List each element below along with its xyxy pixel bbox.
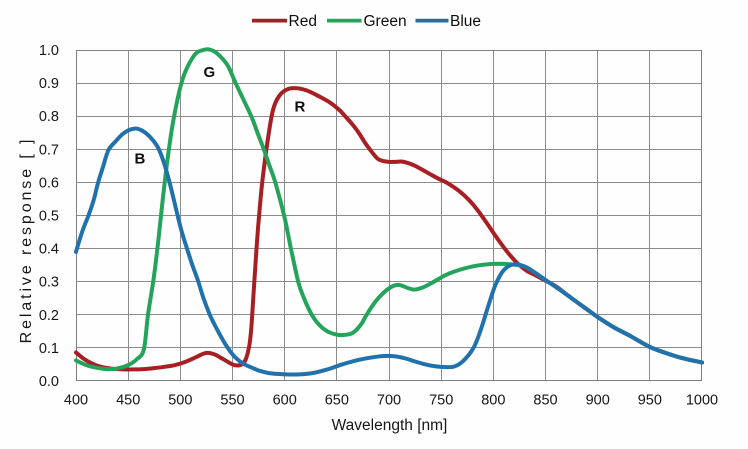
svg-text:800: 800 (481, 393, 505, 409)
svg-text:0.1: 0.1 (39, 341, 59, 357)
svg-text:450: 450 (116, 393, 140, 409)
svg-text:Wavelength [nm]: Wavelength [nm] (332, 417, 448, 434)
svg-text:950: 950 (638, 393, 662, 409)
svg-text:600: 600 (273, 393, 297, 409)
svg-text:550: 550 (220, 393, 244, 409)
svg-text:0.9: 0.9 (39, 76, 59, 92)
svg-text:900: 900 (586, 393, 610, 409)
svg-text:B: B (135, 151, 146, 168)
svg-text:0.3: 0.3 (39, 275, 59, 291)
svg-text:750: 750 (429, 393, 453, 409)
svg-text:0.5: 0.5 (39, 209, 59, 225)
svg-text:Red: Red (289, 13, 317, 30)
svg-text:0.0: 0.0 (39, 374, 59, 390)
svg-text:0.7: 0.7 (39, 142, 59, 158)
svg-text:0.4: 0.4 (39, 242, 59, 258)
svg-text:1000: 1000 (686, 393, 718, 409)
svg-text:G: G (204, 64, 216, 81)
svg-text:Blue: Blue (450, 13, 481, 30)
svg-text:R: R (295, 98, 306, 115)
svg-text:1.0: 1.0 (39, 43, 59, 59)
svg-text:Green: Green (364, 13, 407, 30)
svg-text:650: 650 (325, 393, 349, 409)
svg-text:400: 400 (64, 393, 88, 409)
svg-text:0.6: 0.6 (39, 175, 59, 191)
svg-text:0.8: 0.8 (39, 109, 59, 125)
svg-text:850: 850 (533, 393, 557, 409)
svg-text:700: 700 (377, 393, 401, 409)
svg-text:500: 500 (168, 393, 192, 409)
svg-text:Relative response [ ]: Relative response [ ] (18, 137, 35, 344)
svg-text:0.2: 0.2 (39, 308, 59, 324)
